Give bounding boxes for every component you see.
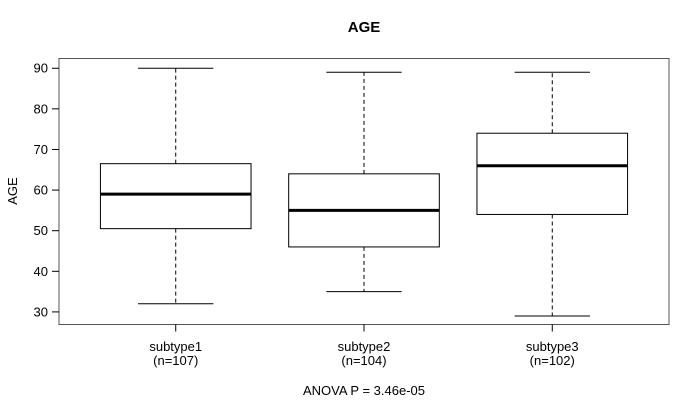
iqr-box <box>99 163 252 230</box>
sample-size-label: (n=107) <box>153 353 198 368</box>
chart-title: AGE <box>348 19 381 36</box>
anova-annotation: ANOVA P = 3.46e-05 <box>303 383 425 398</box>
y-tick-label: 60 <box>34 183 48 198</box>
iqr-box <box>476 132 629 215</box>
y-tick-label: 80 <box>34 101 48 116</box>
y-tick-label: 50 <box>34 223 48 238</box>
category-label: subtype2 <box>338 339 391 354</box>
y-tick-label: 30 <box>34 304 48 319</box>
category-label: subtype1 <box>149 339 202 354</box>
y-tick-label: 90 <box>34 61 48 76</box>
sample-size-label: (n=104) <box>341 353 386 368</box>
category-label: subtype3 <box>526 339 579 354</box>
sample-size-label: (n=102) <box>530 353 575 368</box>
y-tick-label: 70 <box>34 142 48 157</box>
plot-area: 30405060708090subtype1(n=107)subtype2(n=… <box>34 58 670 368</box>
y-axis-label: AGE <box>5 177 20 205</box>
y-tick-label: 40 <box>34 264 48 279</box>
